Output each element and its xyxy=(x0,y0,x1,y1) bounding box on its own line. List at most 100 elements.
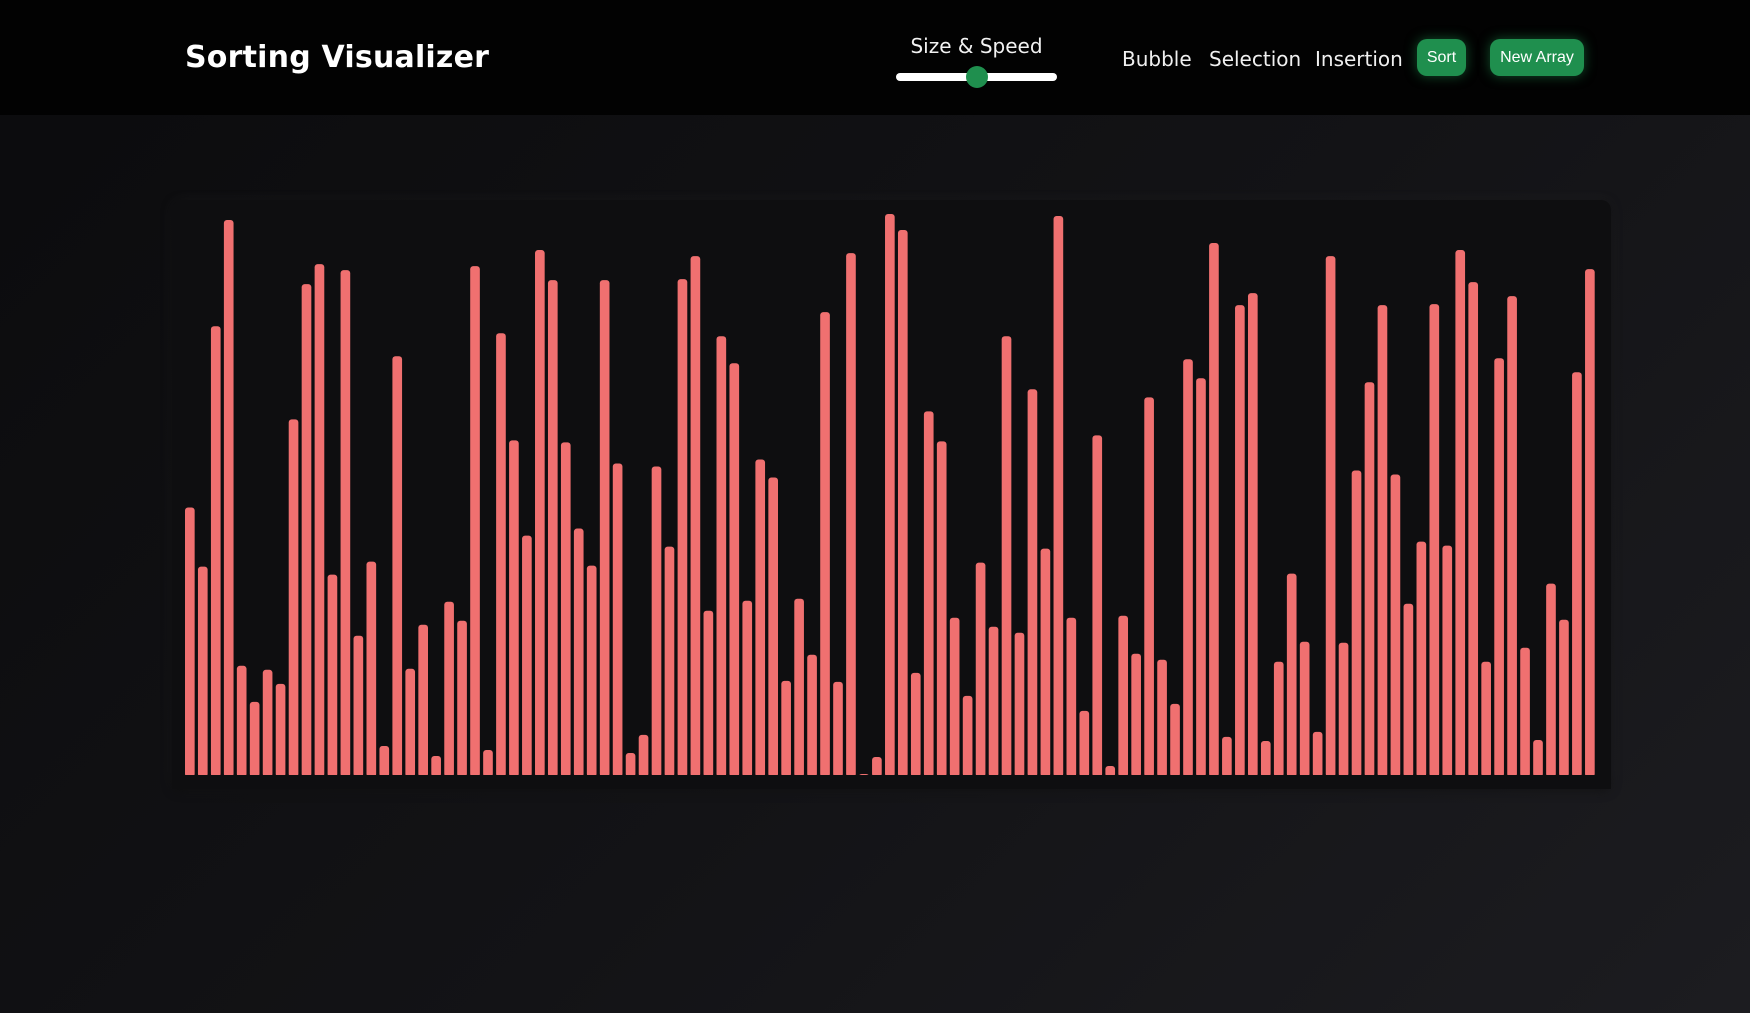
bar-60 xyxy=(962,695,973,777)
bar-71 xyxy=(1105,765,1116,777)
bar-4 xyxy=(236,665,247,777)
bar-69 xyxy=(1079,710,1090,777)
bar-29 xyxy=(560,442,571,777)
bar-18 xyxy=(418,624,428,777)
baseline-mask xyxy=(172,775,1611,789)
bar-13 xyxy=(353,635,364,777)
bar-86 xyxy=(1299,641,1310,777)
bar-85 xyxy=(1286,573,1297,777)
bar-96 xyxy=(1429,304,1440,777)
bars-chart xyxy=(172,214,1611,789)
bar-20 xyxy=(444,601,454,777)
bar-95 xyxy=(1416,541,1427,777)
bar-80 xyxy=(1222,736,1232,777)
bar-47 xyxy=(794,598,804,777)
bar-19 xyxy=(431,755,441,777)
bar-23 xyxy=(483,749,493,777)
bar-90 xyxy=(1351,470,1362,777)
bar-64 xyxy=(1014,632,1025,777)
bar-14 xyxy=(366,561,377,777)
size-speed-slider-thumb[interactable] xyxy=(965,66,988,88)
bar-33 xyxy=(612,463,623,777)
bar-53 xyxy=(872,756,882,777)
bar-102 xyxy=(1507,296,1517,777)
bar-25 xyxy=(509,440,519,777)
bar-16 xyxy=(392,356,403,777)
bar-32 xyxy=(599,280,610,777)
bar-58 xyxy=(936,441,947,777)
bar-104 xyxy=(1533,739,1543,777)
bar-6 xyxy=(262,669,273,777)
size-speed-label: Size & Speed xyxy=(910,34,1043,58)
bar-101 xyxy=(1494,358,1504,777)
bar-5 xyxy=(249,701,260,777)
bar-66 xyxy=(1040,548,1051,777)
bar-83 xyxy=(1260,740,1271,777)
bar-75 xyxy=(1157,659,1167,777)
sort-button[interactable]: Sort xyxy=(1417,39,1466,76)
bar-79 xyxy=(1209,243,1219,778)
bar-44 xyxy=(755,459,766,777)
bar-76 xyxy=(1170,703,1180,777)
size-speed-control: Size & Speed xyxy=(894,34,1059,88)
bar-100 xyxy=(1481,661,1491,777)
bar-84 xyxy=(1273,661,1284,777)
bar-93 xyxy=(1390,474,1401,777)
bar-55 xyxy=(897,230,908,777)
bar-1 xyxy=(197,566,208,777)
bar-0 xyxy=(185,507,195,777)
bar-3 xyxy=(223,220,234,777)
bar-51 xyxy=(846,253,856,777)
selection-sort-link[interactable]: Selection xyxy=(1209,47,1302,71)
bar-56 xyxy=(910,672,921,777)
bar-78 xyxy=(1196,378,1206,777)
bar-36 xyxy=(651,466,662,777)
bar-62 xyxy=(988,626,999,777)
bar-30 xyxy=(573,528,584,777)
bar-42 xyxy=(729,363,740,777)
bar-38 xyxy=(677,279,688,777)
bar-61 xyxy=(975,562,986,777)
bar-chart-panel xyxy=(172,200,1611,789)
bar-39 xyxy=(690,256,701,777)
bubble-sort-link[interactable]: Bubble xyxy=(1122,47,1192,71)
bar-105 xyxy=(1546,583,1556,777)
bar-81 xyxy=(1235,305,1245,777)
bar-65 xyxy=(1027,389,1038,777)
bar-43 xyxy=(742,600,753,777)
bar-59 xyxy=(949,617,960,777)
bar-24 xyxy=(496,333,506,777)
bar-11 xyxy=(327,574,338,777)
bar-108 xyxy=(1585,269,1595,777)
bar-87 xyxy=(1312,731,1323,777)
new-array-button[interactable]: New Array xyxy=(1490,39,1584,76)
bar-45 xyxy=(768,477,779,777)
bar-10 xyxy=(314,264,325,778)
bar-99 xyxy=(1468,282,1479,777)
bar-31 xyxy=(586,565,597,777)
bar-50 xyxy=(833,681,843,777)
bar-68 xyxy=(1066,617,1077,777)
bar-46 xyxy=(781,680,791,777)
bar-9 xyxy=(301,284,312,778)
bar-22 xyxy=(470,266,480,777)
bar-37 xyxy=(664,546,675,777)
bar-106 xyxy=(1559,619,1569,777)
bar-73 xyxy=(1131,653,1141,777)
bar-8 xyxy=(288,419,299,777)
bar-35 xyxy=(638,734,649,777)
bar-7 xyxy=(275,683,286,777)
bar-49 xyxy=(820,312,830,777)
bar-15 xyxy=(379,745,390,777)
insertion-sort-link[interactable]: Insertion xyxy=(1315,47,1403,71)
bar-21 xyxy=(457,620,467,778)
bar-67 xyxy=(1053,216,1064,777)
bar-97 xyxy=(1442,545,1453,777)
bar-70 xyxy=(1092,435,1103,777)
bar-2 xyxy=(210,326,221,777)
bar-48 xyxy=(807,654,817,777)
bar-41 xyxy=(716,336,727,777)
navbar: Sorting Visualizer Size & Speed Bubble S… xyxy=(0,0,1750,115)
bar-82 xyxy=(1247,293,1258,777)
bar-89 xyxy=(1338,642,1349,777)
